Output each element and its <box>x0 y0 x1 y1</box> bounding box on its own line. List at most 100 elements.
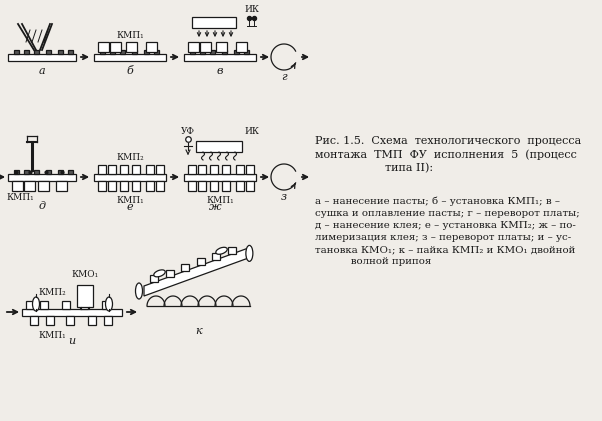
Bar <box>210 50 215 54</box>
Ellipse shape <box>135 283 143 299</box>
Bar <box>216 42 227 52</box>
Text: КМП₁: КМП₁ <box>116 31 144 40</box>
Bar <box>46 316 54 325</box>
Bar <box>58 170 63 174</box>
Bar <box>234 50 239 54</box>
Bar <box>210 181 218 191</box>
Bar <box>132 181 140 191</box>
Bar <box>132 165 140 174</box>
Text: КМП₂: КМП₂ <box>116 153 144 162</box>
Bar <box>236 165 244 174</box>
Bar <box>222 165 230 174</box>
Bar <box>190 50 195 54</box>
Bar <box>24 50 29 54</box>
Bar <box>68 50 73 54</box>
Bar <box>120 50 125 54</box>
Bar <box>94 174 166 181</box>
Text: г: г <box>281 72 287 82</box>
Text: КМП₁: КМП₁ <box>116 196 144 205</box>
Bar <box>24 181 35 191</box>
Bar <box>126 42 137 52</box>
Bar <box>77 285 93 307</box>
Text: б: б <box>126 66 134 76</box>
Ellipse shape <box>154 270 165 277</box>
Text: УФ: УФ <box>181 128 195 136</box>
Bar <box>58 50 63 54</box>
Bar <box>188 181 196 191</box>
Ellipse shape <box>246 245 253 261</box>
Bar <box>246 165 254 174</box>
Bar <box>46 50 51 54</box>
Bar <box>146 42 157 52</box>
Bar <box>132 50 137 54</box>
Bar <box>104 316 112 325</box>
Bar <box>198 165 206 174</box>
Bar <box>166 269 174 277</box>
Bar <box>34 170 39 174</box>
Bar <box>8 174 76 181</box>
Bar <box>68 170 73 174</box>
Bar <box>146 181 154 191</box>
Text: з: з <box>281 192 287 202</box>
Text: е: е <box>126 202 133 212</box>
Bar <box>100 50 105 54</box>
Text: КМП₂: КМП₂ <box>38 288 66 297</box>
Bar <box>34 50 39 54</box>
Bar <box>196 141 242 152</box>
Bar <box>80 301 88 309</box>
Text: ж: ж <box>209 202 222 212</box>
Bar <box>98 165 106 174</box>
Bar <box>181 264 190 271</box>
Bar <box>213 253 220 260</box>
Bar <box>236 42 247 52</box>
Bar <box>197 258 205 265</box>
Text: а – нанесение пасты; б – установка КМП₁; в –
сушка и оплавление пасты; г – перев: а – нанесение пасты; б – установка КМП₁;… <box>315 196 580 266</box>
Text: а: а <box>39 66 45 76</box>
Bar <box>40 301 48 309</box>
Bar <box>244 50 249 54</box>
Text: ИК: ИК <box>244 128 259 136</box>
Bar <box>222 181 230 191</box>
Bar <box>24 170 29 174</box>
Bar <box>222 50 227 54</box>
Polygon shape <box>144 248 247 296</box>
Text: КМП₁: КМП₁ <box>6 192 34 202</box>
Bar <box>192 17 236 28</box>
Text: Рис. 1.5.  Схема  технологического  процесса
монтажа  ТМП  ФУ  исполнения  5  (п: Рис. 1.5. Схема технологического процесс… <box>315 136 582 173</box>
Bar <box>8 54 76 61</box>
Text: КМО₁: КМО₁ <box>72 270 99 279</box>
Bar <box>154 50 159 54</box>
Bar <box>38 181 49 191</box>
Text: д: д <box>39 201 46 211</box>
Text: КМП₁: КМП₁ <box>206 196 234 205</box>
Bar <box>46 170 51 174</box>
Bar <box>66 316 74 325</box>
Bar <box>14 170 19 174</box>
Bar <box>108 165 116 174</box>
Text: в: в <box>217 66 223 76</box>
Bar <box>210 165 218 174</box>
Bar <box>184 174 256 181</box>
Bar <box>94 54 166 61</box>
Bar <box>26 301 34 309</box>
Bar <box>98 42 109 52</box>
Text: КМП₁: КМП₁ <box>38 331 66 340</box>
Bar <box>200 50 205 54</box>
Bar <box>22 309 122 316</box>
Bar <box>156 165 164 174</box>
Text: к: к <box>196 326 202 336</box>
Bar <box>56 181 67 191</box>
Bar <box>228 247 236 254</box>
Bar <box>88 316 96 325</box>
Bar <box>144 50 149 54</box>
Bar <box>146 165 154 174</box>
Bar <box>198 181 206 191</box>
Bar <box>188 165 196 174</box>
Text: и: и <box>69 336 76 346</box>
Bar <box>236 181 244 191</box>
Bar <box>110 50 115 54</box>
Bar <box>120 165 128 174</box>
Bar <box>188 42 199 52</box>
Bar <box>184 54 256 61</box>
Ellipse shape <box>33 297 40 311</box>
